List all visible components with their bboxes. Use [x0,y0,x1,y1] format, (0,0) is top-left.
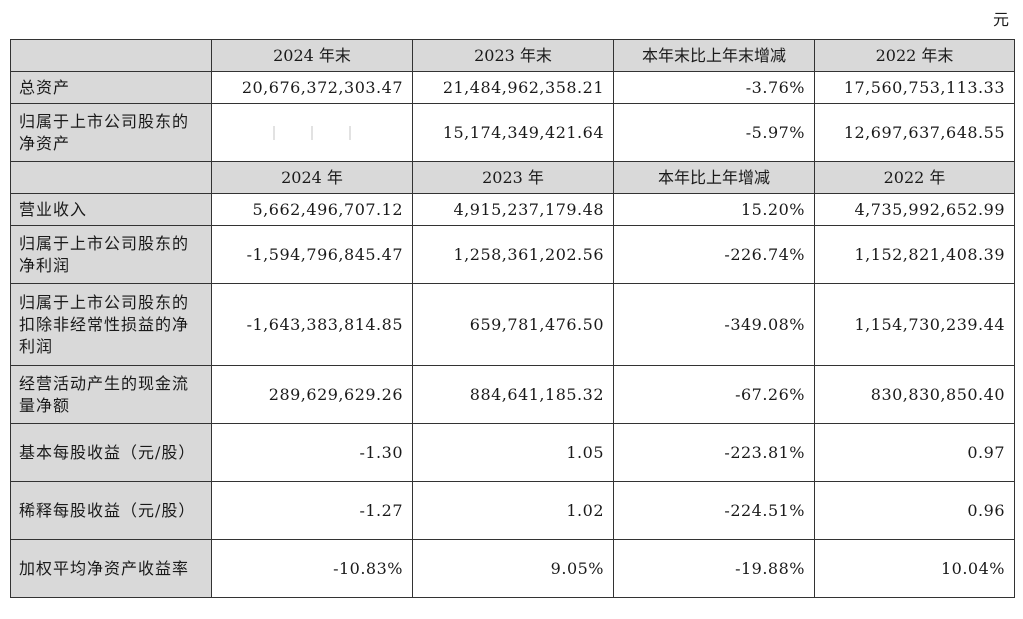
value-cell: -5.97% [613,103,815,162]
row-label: 加权平均净资产收益率 [10,539,212,598]
value-cell: 884,641,185.32 [412,365,614,424]
header-blank-cell [10,161,212,194]
header-cell: 2022 年末 [814,39,1015,72]
value-cell: -67.26% [613,365,815,424]
header-cell: 2024 年 [211,161,413,194]
header-cell: 本年比上年增减 [613,161,815,194]
redaction-mark [273,126,275,140]
header-cell: 2024 年末 [211,39,413,72]
header-cell: 2022 年 [814,161,1015,194]
value-cell: -226.74% [613,225,815,284]
value-cell: 659,781,476.50 [412,283,614,366]
value-cell: -10.83% [211,539,413,598]
value-cell: 15,174,349,421.64 [412,103,614,162]
value-cell: -1,643,383,814.85 [211,283,413,366]
unit-label: 元 [992,10,1009,29]
value-cell: 20,676,372,303.47 [211,71,413,104]
value-cell: -19.88% [613,539,815,598]
table-header-year-end: 2024 年末 2023 年末 本年末比上年末增减 2022 年末 [10,39,1015,72]
row-label: 稀释每股收益（元/股） [10,481,212,540]
table-row-diluted-eps: 稀释每股收益（元/股） -1.27 1.02 -224.51% 0.96 [10,481,1015,540]
value-cell: -1.30 [211,423,413,482]
row-label: 基本每股收益（元/股） [10,423,212,482]
value-cell: 10.04% [814,539,1015,598]
value-cell: -349.08% [613,283,815,366]
header-cell: 本年末比上年末增减 [613,39,815,72]
table-row-weighted-roe: 加权平均净资产收益率 -10.83% 9.05% -19.88% 10.04% [10,539,1015,598]
value-cell: 21,484,962,358.21 [412,71,614,104]
table-row-total-assets: 总资产 20,676,372,303.47 21,484,962,358.21 … [10,71,1015,104]
table-row-operating-cash-flow: 经营活动产生的现金流量净额 289,629,629.26 884,641,185… [10,365,1015,424]
value-cell: 9.05% [412,539,614,598]
header-cell: 2023 年 [412,161,614,194]
value-cell: 17,560,753,113.33 [814,71,1015,104]
table-row-revenue: 营业收入 5,662,496,707.12 4,915,237,179.48 1… [10,193,1015,226]
value-cell: -1,594,796,845.47 [211,225,413,284]
row-label: 归属于上市公司股东的净资产 [10,103,212,162]
value-cell: 289,629,629.26 [211,365,413,424]
redaction-mark [349,126,351,140]
table-row-net-profit-excl-nonrecurring: 归属于上市公司股东的扣除非经常性损益的净利润 -1,643,383,814.85… [10,283,1015,366]
table-row-net-assets: 归属于上市公司股东的净资产 15,174,349,421.64 -5.97% 1… [10,103,1015,162]
value-cell: 5,662,496,707.12 [211,193,413,226]
header-blank-cell [10,39,212,72]
redacted-value-cell [211,103,413,162]
value-cell: -3.76% [613,71,815,104]
financial-summary-table: 2024 年末 2023 年末 本年末比上年末增减 2022 年末 总资产 20… [10,39,1015,598]
table-row-net-profit: 归属于上市公司股东的净利润 -1,594,796,845.47 1,258,36… [10,225,1015,284]
value-cell: 1.05 [412,423,614,482]
header-cell: 2023 年末 [412,39,614,72]
row-label: 营业收入 [10,193,212,226]
value-cell: 0.96 [814,481,1015,540]
row-label: 总资产 [10,71,212,104]
value-cell: 1,154,730,239.44 [814,283,1015,366]
table-header-year: 2024 年 2023 年 本年比上年增减 2022 年 [10,161,1015,194]
value-cell: 1.02 [412,481,614,540]
value-cell: -224.51% [613,481,815,540]
value-cell: 12,697,637,648.55 [814,103,1015,162]
row-label: 归属于上市公司股东的净利润 [10,225,212,284]
value-cell: -223.81% [613,423,815,482]
value-cell: 15.20% [613,193,815,226]
value-cell: 0.97 [814,423,1015,482]
value-cell: 4,915,237,179.48 [412,193,614,226]
row-label: 经营活动产生的现金流量净额 [10,365,212,424]
value-cell: 4,735,992,652.99 [814,193,1015,226]
value-cell: -1.27 [211,481,413,540]
value-cell: 1,258,361,202.56 [412,225,614,284]
redaction-mark [311,126,313,140]
value-cell: 1,152,821,408.39 [814,225,1015,284]
value-cell: 830,830,850.40 [814,365,1015,424]
table-row-basic-eps: 基本每股收益（元/股） -1.30 1.05 -223.81% 0.97 [10,423,1015,482]
row-label: 归属于上市公司股东的扣除非经常性损益的净利润 [10,283,212,366]
